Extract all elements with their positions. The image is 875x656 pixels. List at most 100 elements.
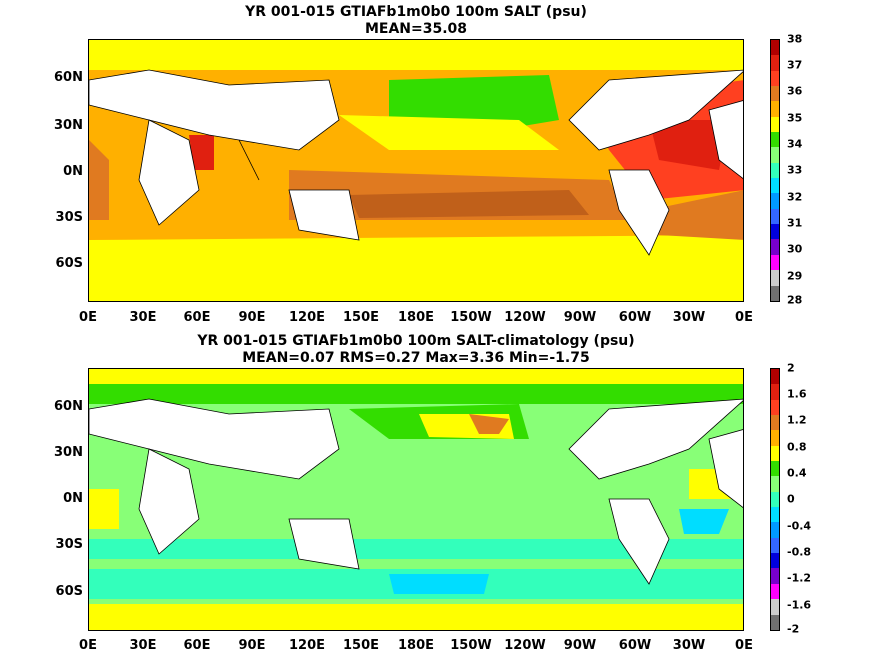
salinity-anomaly-plot: [89, 369, 743, 630]
lon-label: 120W: [504, 310, 546, 325]
colorbar-swatch: [771, 553, 779, 569]
anomaly-colorbar: [770, 368, 780, 631]
colorbar-label: 37: [787, 58, 803, 72]
colorbar-swatch: [771, 162, 779, 179]
panel2-stats: MEAN=0.07 RMS=0.27 Max=3.36 Min=-1.75: [242, 350, 590, 366]
lon-label: 180E: [397, 310, 435, 325]
colorbar-label: 0.4: [787, 466, 807, 480]
lon-label: 0E: [79, 310, 97, 325]
lon-label: 30E: [129, 310, 157, 325]
salinity-anomaly-map: [88, 368, 744, 631]
colorbar-label: -2: [787, 622, 800, 636]
colorbar-swatch: [771, 614, 779, 630]
lon-label: 90W: [563, 638, 597, 653]
colorbar-swatch: [771, 270, 779, 286]
colorbar-swatch: [771, 116, 779, 133]
colorbar-swatch: [771, 285, 779, 301]
lat-label-30s: 30S: [55, 210, 83, 225]
colorbar-swatch: [771, 507, 779, 523]
lon-label: 0E: [735, 638, 753, 653]
lon-label: 60W: [618, 638, 652, 653]
colorbar-swatch: [771, 399, 779, 416]
lon-label: 0E: [735, 310, 753, 325]
salinity-map: [88, 39, 744, 302]
colorbar-swatch: [771, 599, 779, 615]
colorbar-label: 38: [787, 32, 803, 46]
lon-label: 60E: [183, 638, 211, 653]
lon-label: 30E: [129, 638, 157, 653]
lon-label: 30W: [672, 638, 706, 653]
colorbar-label: 32: [787, 190, 803, 204]
panel1-title: YR 001-015 GTIAFb1m0b0 100m SALT (psu): [245, 4, 587, 20]
lat-label-30s: 30S: [55, 537, 83, 552]
lon-label: 90E: [238, 638, 266, 653]
colorbar-swatch: [771, 415, 779, 431]
colorbar-label: -0.4: [787, 519, 812, 533]
colorbar-swatch: [771, 430, 779, 446]
colorbar-swatch: [771, 239, 779, 255]
colorbar-swatch: [771, 55, 779, 71]
colorbar-swatch: [771, 254, 779, 271]
colorbar-swatch: [771, 224, 779, 240]
lat-label-60s: 60S: [55, 256, 83, 271]
lon-label: 150E: [342, 310, 380, 325]
colorbar-swatch: [771, 40, 779, 56]
lon-label: 120E: [288, 638, 326, 653]
colorbar-label: 35: [787, 111, 803, 125]
colorbar-label: 29: [787, 269, 803, 283]
colorbar-label: -0.8: [787, 545, 812, 559]
colorbar-label: 2: [787, 361, 795, 375]
colorbar-swatch: [771, 193, 779, 209]
colorbar-swatch: [771, 537, 779, 554]
lat-label-0n: 0N: [63, 164, 83, 179]
colorbar-label: 0.8: [787, 440, 807, 454]
lon-label: 150E: [342, 638, 380, 653]
panel1-mean: MEAN=35.08: [364, 21, 468, 37]
lon-label: 90E: [238, 310, 266, 325]
colorbar-swatch: [771, 178, 779, 194]
colorbar-label: -1.6: [787, 598, 812, 612]
lon-label: 120E: [288, 310, 326, 325]
lon-label: 60E: [183, 310, 211, 325]
colorbar-label: 1.2: [787, 413, 807, 427]
colorbar-label: 0: [787, 492, 795, 506]
salinity-colorbar: [770, 39, 780, 302]
lon-label: 60W: [618, 310, 652, 325]
lat-label-30n: 30N: [54, 118, 83, 133]
lon-label: 120W: [504, 638, 546, 653]
colorbar-swatch: [771, 70, 779, 87]
lat-label-60n: 60N: [54, 399, 83, 414]
lat-label-30n: 30N: [54, 445, 83, 460]
colorbar-label: 34: [787, 137, 803, 151]
salinity-map-plot: [89, 40, 743, 301]
colorbar-swatch: [771, 132, 779, 148]
colorbar-swatch: [771, 445, 779, 462]
colorbar-label: -1.2: [787, 571, 812, 585]
lon-label: 150W: [450, 638, 492, 653]
lon-label: 180E: [397, 638, 435, 653]
colorbar-label: 1.6: [787, 387, 807, 401]
lon-label: 90W: [563, 310, 597, 325]
colorbar-swatch: [771, 476, 779, 492]
panel2-title: YR 001-015 GTIAFb1m0b0 100m SALT-climato…: [197, 333, 635, 349]
lat-label-60s: 60S: [55, 584, 83, 599]
colorbar-swatch: [771, 208, 779, 225]
colorbar-swatch: [771, 568, 779, 584]
colorbar-swatch: [771, 461, 779, 477]
colorbar-label: 28: [787, 293, 803, 307]
colorbar-label: 31: [787, 216, 803, 230]
lon-label: 30W: [672, 310, 706, 325]
lon-label: 0E: [79, 638, 97, 653]
colorbar-swatch: [771, 369, 779, 385]
colorbar-label: 30: [787, 242, 803, 256]
lat-label-0n: 0N: [63, 491, 83, 506]
colorbar-swatch: [771, 522, 779, 538]
colorbar-swatch: [771, 147, 779, 163]
colorbar-swatch: [771, 583, 779, 600]
colorbar-label: 36: [787, 84, 803, 98]
colorbar-swatch: [771, 491, 779, 508]
colorbar-swatch: [771, 101, 779, 117]
lon-label: 150W: [450, 310, 492, 325]
colorbar-swatch: [771, 384, 779, 400]
colorbar-swatch: [771, 86, 779, 102]
